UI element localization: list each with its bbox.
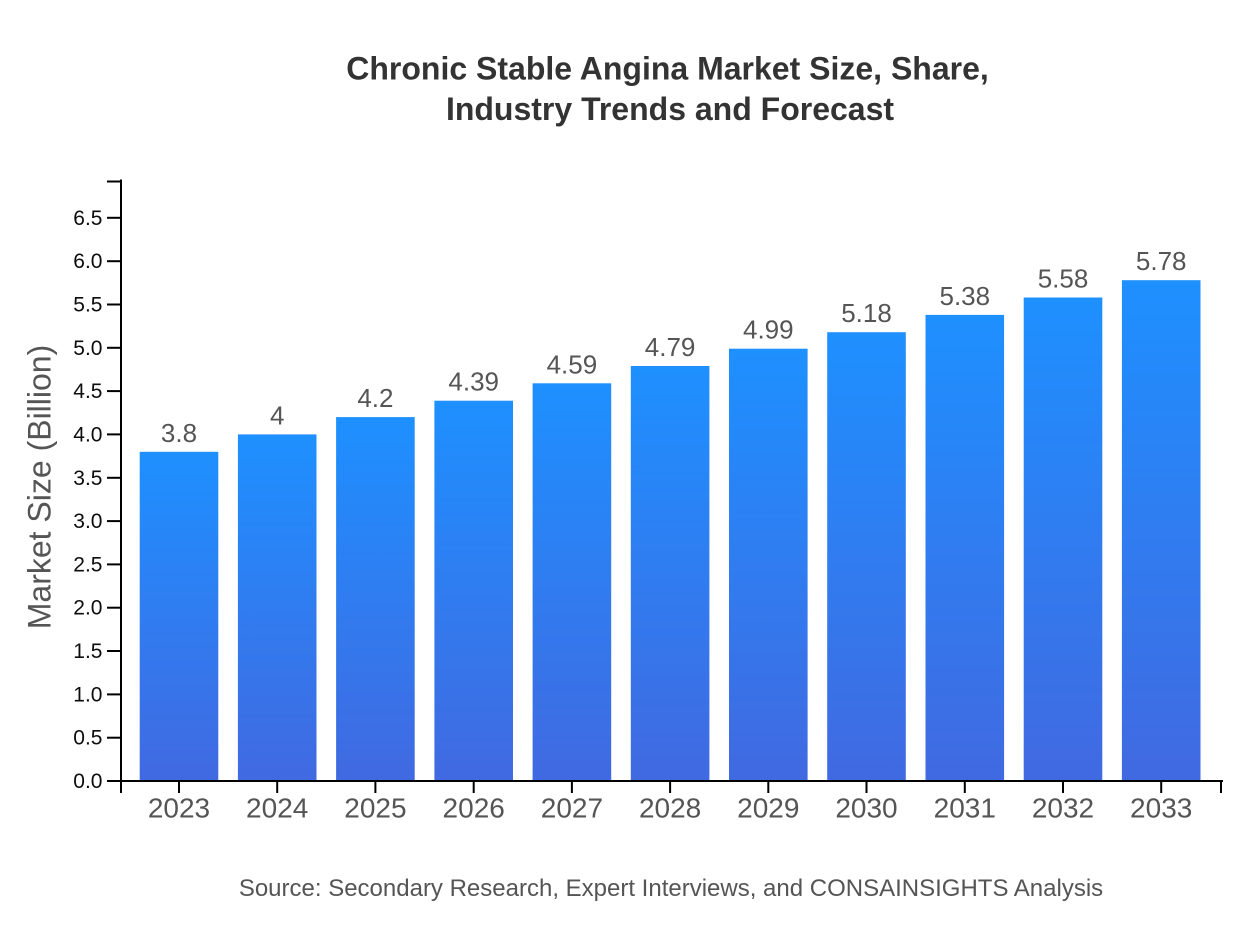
svg-text:4.5: 4.5 [73,380,102,403]
svg-text:2023: 2023 [148,793,210,824]
svg-text:2031: 2031 [934,793,996,824]
svg-text:Industry Trends and Forecast: Industry Trends and Forecast [446,91,894,127]
svg-text:2033: 2033 [1130,793,1192,824]
svg-text:4.2: 4.2 [357,383,393,413]
svg-text:1.5: 1.5 [73,640,102,663]
svg-text:4: 4 [270,400,284,430]
svg-text:0.5: 0.5 [73,727,102,750]
svg-text:0.0: 0.0 [73,770,102,793]
svg-text:5.38: 5.38 [939,281,990,311]
svg-text:Source: Secondary Research, Ex: Source: Secondary Research, Expert Inter… [239,875,1103,902]
svg-text:4.99: 4.99 [743,315,794,345]
svg-text:2026: 2026 [443,793,505,824]
svg-text:4.79: 4.79 [645,332,696,362]
svg-text:Chronic Stable Angina Market S: Chronic Stable Angina Market Size, Share… [346,51,989,87]
svg-text:2025: 2025 [344,793,406,824]
svg-text:5.78: 5.78 [1136,246,1187,276]
svg-text:3.8: 3.8 [161,418,197,448]
svg-text:2032: 2032 [1032,793,1094,824]
svg-text:6.5: 6.5 [73,207,102,230]
svg-text:4.59: 4.59 [547,349,598,379]
svg-text:3.0: 3.0 [73,510,102,533]
svg-text:2.5: 2.5 [73,553,102,576]
svg-text:2028: 2028 [639,793,701,824]
svg-text:5.0: 5.0 [73,337,102,360]
svg-text:3.5: 3.5 [73,467,102,490]
svg-text:1.0: 1.0 [73,683,102,706]
svg-text:4.0: 4.0 [73,423,102,446]
svg-text:5.18: 5.18 [841,298,892,328]
svg-text:6.0: 6.0 [73,250,102,273]
svg-text:2.0: 2.0 [73,597,102,620]
svg-text:2029: 2029 [737,793,799,824]
svg-text:Market Size (Billion): Market Size (Billion) [22,345,58,630]
svg-text:2027: 2027 [541,793,603,824]
svg-text:4.39: 4.39 [448,367,499,397]
svg-text:2024: 2024 [246,793,308,824]
svg-text:5.58: 5.58 [1038,264,1089,294]
svg-text:5.5: 5.5 [73,294,102,317]
svg-text:2030: 2030 [835,793,897,824]
